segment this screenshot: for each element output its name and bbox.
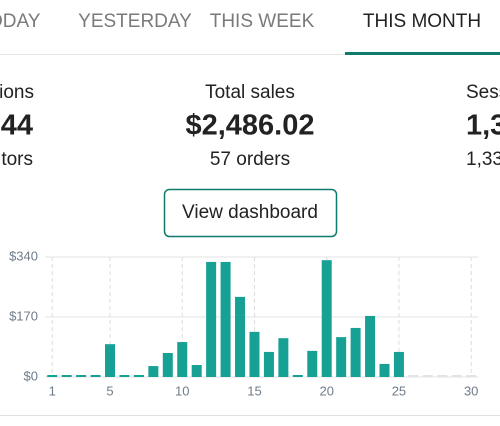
bar	[307, 350, 318, 377]
placeholder-bar	[466, 375, 477, 377]
bar	[105, 344, 116, 377]
stat-sub: tors	[1, 149, 33, 170]
x-tick-label: 10	[175, 383, 189, 398]
placeholder-bar	[437, 375, 448, 377]
bar	[206, 261, 217, 377]
placeholder-bar	[422, 375, 433, 377]
bar	[148, 366, 159, 377]
bar	[90, 375, 101, 377]
bar	[292, 375, 303, 377]
tab-active[interactable]: THIS MONTH	[363, 11, 481, 32]
bar	[191, 365, 202, 377]
stat-value: $2,486.02	[185, 110, 314, 142]
stat-sub: 1,33	[466, 149, 500, 170]
x-tick-label: 1	[49, 383, 56, 398]
stat-label: Total sales	[205, 82, 295, 103]
bar	[177, 342, 188, 377]
tab[interactable]: YESTERDAY	[78, 11, 192, 32]
placeholder-bar	[451, 375, 462, 377]
bar	[379, 363, 390, 377]
bar	[119, 375, 130, 377]
bar	[220, 261, 231, 377]
bar	[133, 375, 144, 377]
bar	[263, 351, 274, 377]
button-label[interactable]: View dashboard	[182, 202, 318, 223]
y-tick-label: $0	[24, 368, 38, 383]
bar	[278, 338, 289, 377]
bar	[336, 337, 347, 377]
bar	[249, 331, 260, 377]
tab[interactable]: ODAY	[0, 11, 41, 32]
x-tick-label: 5	[106, 383, 113, 398]
bar	[393, 351, 404, 377]
tab[interactable]: THIS WEEK	[210, 11, 315, 32]
bar	[350, 327, 361, 377]
stat-value: 1,3	[466, 110, 500, 142]
stat-sub: 57 orders	[210, 149, 290, 170]
bar	[61, 375, 72, 377]
button[interactable]	[163, 188, 338, 238]
stat-value: 44	[1, 110, 33, 142]
y-tick-label: $170	[9, 308, 38, 323]
stat-label: ions	[0, 82, 34, 103]
bar	[76, 375, 87, 377]
placeholder-bar	[408, 375, 419, 377]
stat-label: Sess	[466, 82, 500, 103]
x-tick-label: 15	[247, 383, 261, 398]
x-tick-label: 30	[464, 383, 478, 398]
bar	[321, 260, 332, 377]
x-tick-label: 25	[392, 383, 406, 398]
bar	[235, 296, 246, 377]
tab-indicator	[345, 52, 500, 55]
x-tick-label: 20	[319, 383, 333, 398]
bar	[365, 315, 376, 377]
y-tick-label: $340	[9, 248, 38, 263]
bar	[162, 353, 173, 377]
bar	[47, 375, 58, 377]
